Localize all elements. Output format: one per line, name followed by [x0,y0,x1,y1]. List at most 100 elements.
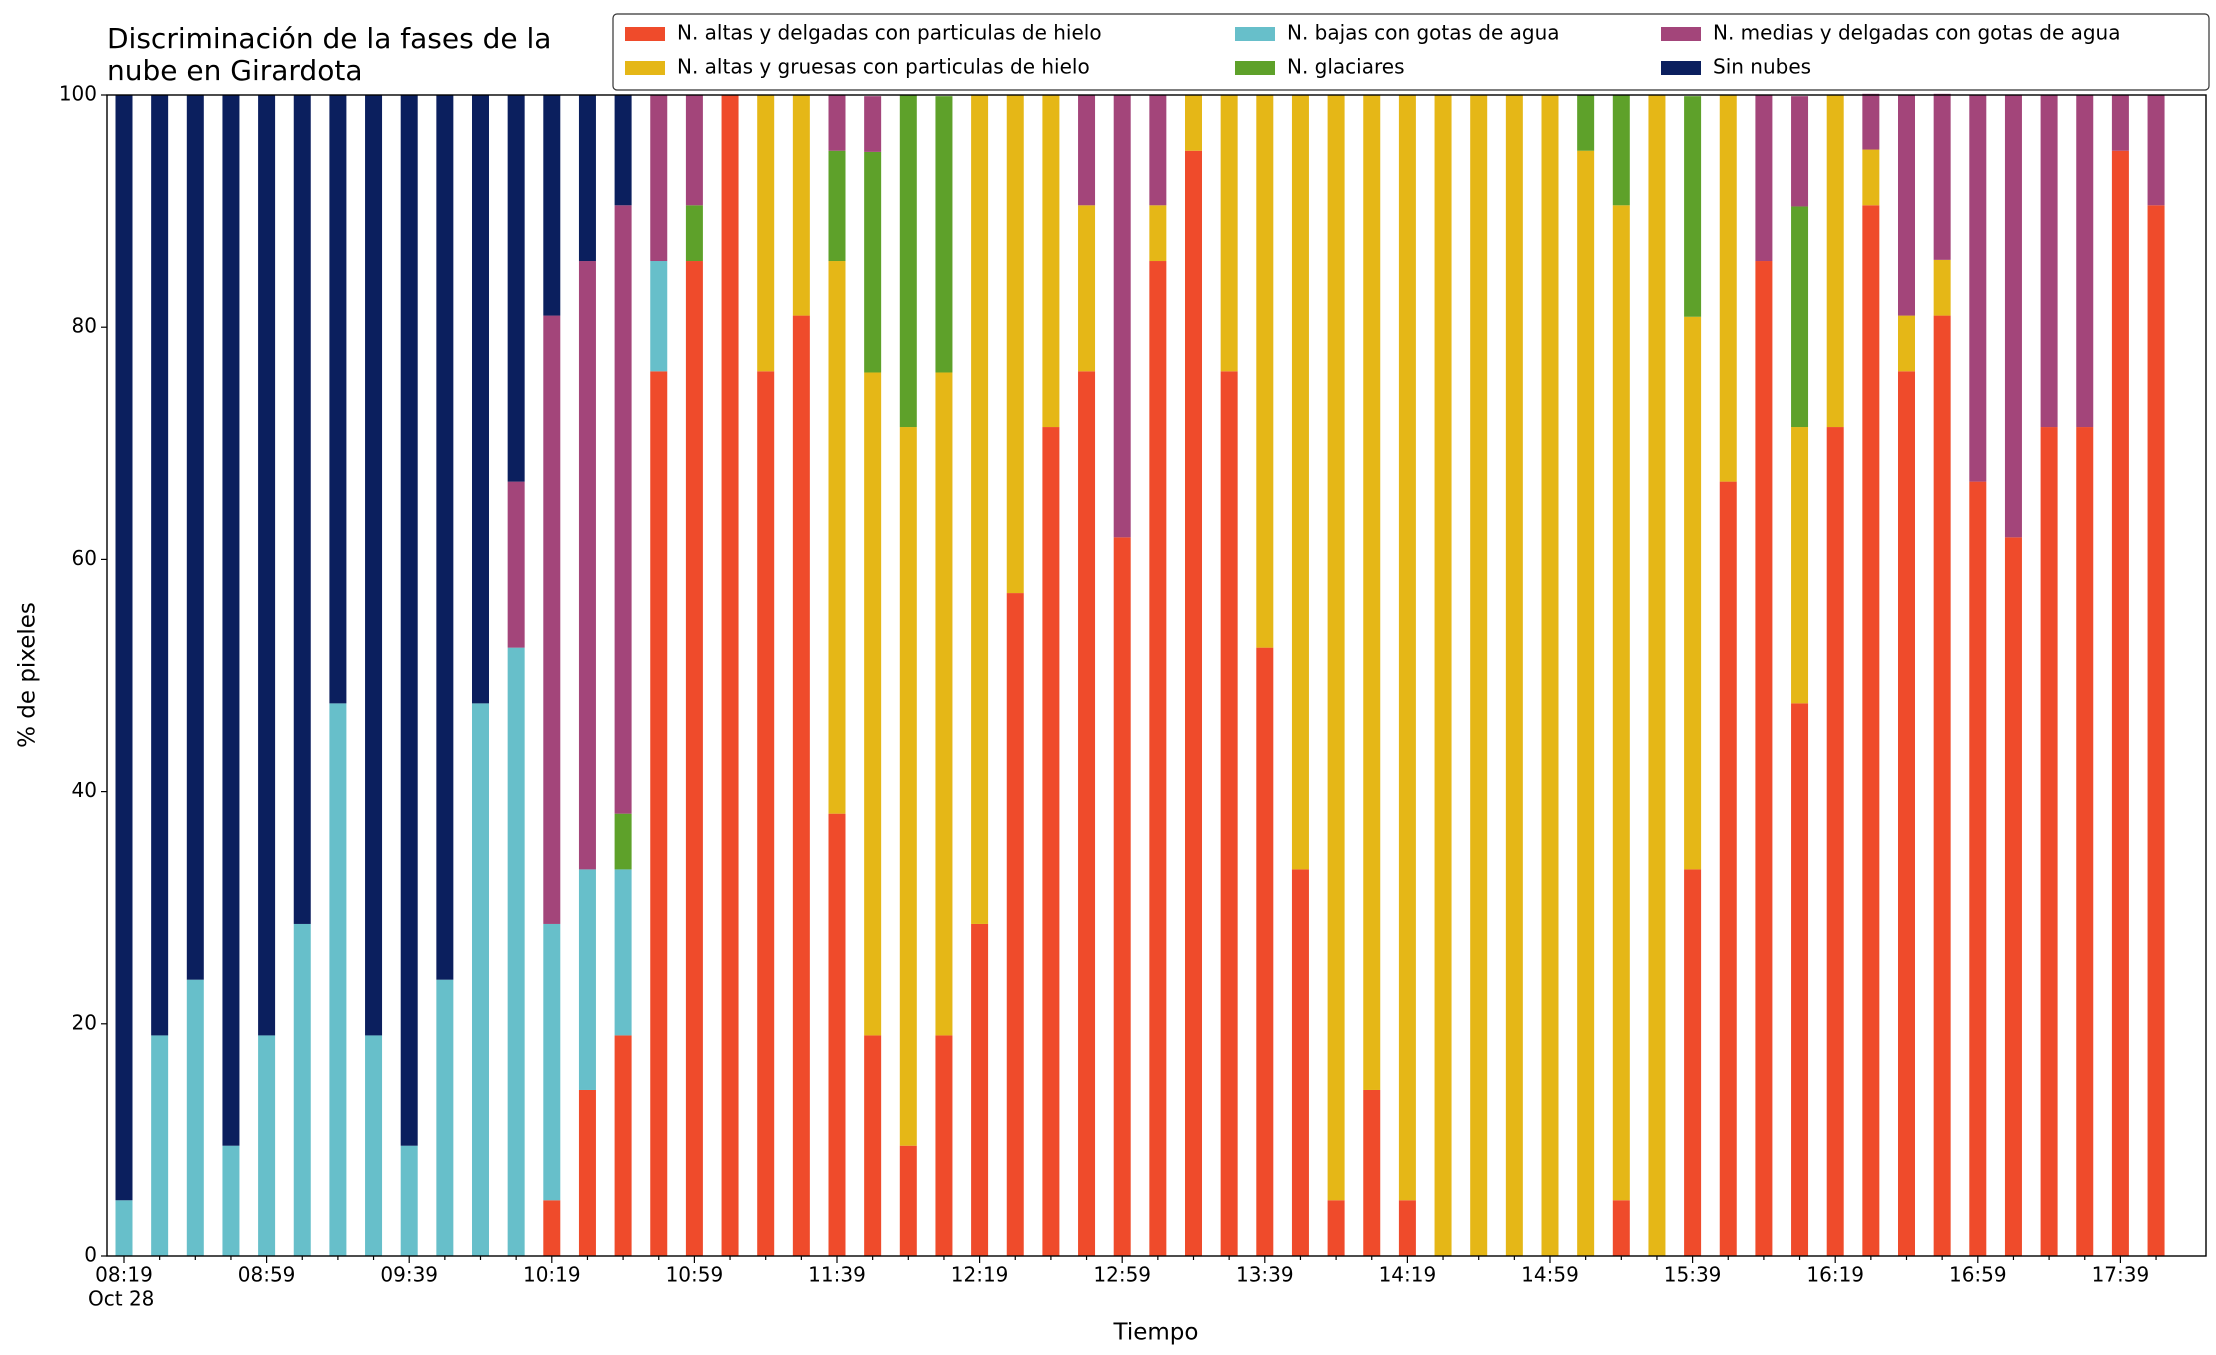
bar-segment [1612,205,1630,1201]
y-axis-label: % de pixeles [15,602,41,748]
bar-segment [1078,371,1096,1256]
x-sublabel: Oct 28 [88,1287,154,1311]
bar-segment [2040,427,2058,1256]
bar-segment [792,315,810,1257]
bar-segment [1791,703,1809,1256]
bar-segment [365,1035,383,1256]
bar-segment [472,95,489,704]
x-tick-label: 16:19 [1806,1263,1864,1287]
legend-swatch [1235,61,1275,75]
legend-swatch [1235,27,1275,41]
bar-segment [507,647,525,1256]
bar-segment [1719,95,1737,482]
bar-segment [899,95,917,428]
bar-segment [1434,95,1452,1256]
bar-segment [757,371,775,1256]
bar-segment [614,869,632,1036]
x-tick-label: 12:19 [951,1263,1009,1287]
bar-segment [578,869,596,1090]
title-line: Discriminación de la fases de la [107,22,551,55]
bar-segment [543,1200,561,1256]
bar-segment [1327,1200,1345,1256]
bar-segment [578,1089,596,1256]
bar-segment [1042,95,1060,428]
bar-segment [507,481,525,648]
bar-segment [329,703,347,1256]
bar-segment [1791,427,1809,704]
bar-segment [1898,315,1915,372]
bar-segment [151,95,169,1036]
x-tick-label: 08:19 [95,1263,153,1287]
x-tick-label: 08:59 [238,1263,296,1287]
bar-segment [2040,95,2058,428]
bar-segment [2004,537,2022,1256]
bar-segment [685,205,703,262]
bar-segment [2111,95,2129,151]
bar-segment [899,427,917,1146]
bar-segment [151,1035,169,1256]
bar-segment [2076,427,2094,1256]
y-tick-label: 80 [72,314,97,338]
bar-segment [436,95,454,980]
bar-segment [222,1145,240,1256]
bar-segment [1826,95,1844,428]
x-tick-label: 13:39 [1236,1263,1294,1287]
legend-label: N. medias y delgadas con gotas de agua [1713,21,2121,45]
x-tick-label: 14:59 [1521,1263,1579,1287]
bar-segment [2147,95,2165,206]
bar-segment [650,261,668,372]
y-tick-label: 100 [59,82,97,106]
legend-label: N. altas y gruesas con particulas de hie… [677,55,1090,79]
bar-segment [186,95,204,980]
bar-segment [1256,647,1274,1256]
bar-segment [1755,95,1773,262]
bar-segment [436,979,454,1256]
bar-segment [293,923,311,1256]
bar-segment [650,95,668,262]
x-tick-label: 10:59 [666,1263,724,1287]
bar-segment [1577,95,1595,151]
bar-segment [1398,95,1416,1201]
bar-segment [1185,95,1202,151]
bar-segment [1541,95,1559,1256]
bar-segment [1826,427,1844,1256]
bar-segment [828,813,846,1256]
legend-label: N. altas y delgadas con particulas de hi… [677,21,1102,45]
bar-segment [2111,150,2129,1256]
bar-segment [1220,371,1238,1256]
bar-segment [1862,93,1880,150]
chart-title: Discriminación de la fases de la nube en … [107,22,551,87]
bar-segment [935,1035,953,1256]
bar-segment [1719,481,1737,1256]
bar-segment [864,1035,882,1256]
bar-segment [115,95,133,1201]
bar-segment [365,95,383,1036]
x-tick-label: 10:19 [523,1263,581,1287]
y-tick-label: 20 [72,1010,97,1034]
bar-segment [899,1145,917,1256]
bar-segment [650,371,668,1256]
bar-segment [1684,869,1702,1256]
bar-segment [543,923,561,1201]
bar-segment [400,95,418,1146]
bar-segment [1969,481,1987,1256]
bar-segment [1933,93,1951,260]
bar-segment [1006,593,1024,1256]
bar-segment [1791,96,1809,207]
bar-segment [971,95,989,924]
x-axis-label: Tiempo [1113,1320,1199,1346]
bar-segment [222,95,240,1146]
bar-segment [543,315,561,924]
bar-segment [1862,205,1880,1256]
bar-segment [1969,95,1987,482]
bar-segment [864,151,882,373]
bar-segment [543,95,561,316]
bar-segment [1256,95,1274,648]
x-tick-label: 16:59 [1949,1263,2007,1287]
bar-segment [1363,95,1381,1090]
bar-segment [1470,95,1488,1256]
bar-segment [1933,315,1951,1257]
bar-segment [507,95,525,482]
bar-segment [614,95,632,206]
